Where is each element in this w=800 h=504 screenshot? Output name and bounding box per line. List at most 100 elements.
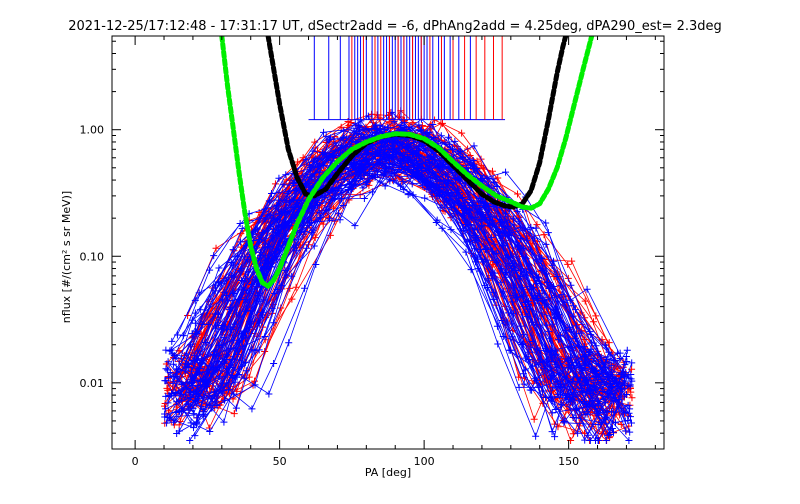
trace-plus-marker xyxy=(164,358,172,366)
trace-plus-marker xyxy=(508,298,516,306)
trace-plus-marker xyxy=(602,344,610,352)
trace-plus-marker xyxy=(382,142,390,150)
trace-plus-marker xyxy=(517,234,525,242)
trace-plus-marker xyxy=(230,320,238,328)
trace-plus-marker xyxy=(400,119,408,127)
trace-plus-marker xyxy=(279,181,287,189)
trace-plus-marker xyxy=(610,357,618,365)
pa-trace xyxy=(192,152,618,391)
trace-plus-marker xyxy=(451,137,459,145)
trace-plus-marker xyxy=(335,209,343,217)
y-tick-label: 0.10 xyxy=(80,250,105,263)
trace-plus-marker xyxy=(270,359,278,367)
trace-plus-marker xyxy=(381,154,389,162)
trace-plus-marker xyxy=(518,267,526,275)
trace-plus-marker xyxy=(566,398,574,406)
trace-plus-marker xyxy=(359,133,367,141)
trace-plus-marker xyxy=(554,297,562,305)
trace-plus-marker xyxy=(622,427,630,435)
trace-plus-marker xyxy=(505,346,513,354)
trace-plus-marker xyxy=(625,409,633,417)
trace-plus-marker xyxy=(481,282,489,290)
trace-plus-marker xyxy=(285,339,293,347)
trace-plus-marker xyxy=(312,260,320,268)
trace-plus-marker xyxy=(190,377,198,385)
trace-plus-marker xyxy=(574,429,582,437)
trace-plus-marker xyxy=(220,418,228,426)
trace-plus-marker xyxy=(235,338,243,346)
trace-plus-marker xyxy=(581,353,589,360)
trace-plus-marker xyxy=(255,209,263,217)
trace-plus-marker xyxy=(401,153,409,161)
trace-plus-marker xyxy=(277,304,285,312)
trace-plus-marker xyxy=(228,271,236,279)
trace-plus-marker xyxy=(238,362,246,370)
trace-plus-marker xyxy=(556,281,564,289)
trace-plus-marker xyxy=(234,351,242,359)
trace-plus-marker xyxy=(310,242,318,250)
trace-plus-marker xyxy=(489,269,497,277)
trace-plus-marker xyxy=(190,351,198,359)
trace-plus-marker xyxy=(390,177,398,185)
trace-plus-marker xyxy=(551,433,559,441)
x-tick-label: 50 xyxy=(273,455,287,468)
trace-plus-marker xyxy=(292,241,300,249)
trace-plus-marker xyxy=(489,261,497,269)
trace-plus-marker xyxy=(438,163,446,171)
trace-plus-marker xyxy=(208,404,216,412)
trace-plus-marker xyxy=(185,406,193,414)
trace-plus-marker xyxy=(612,375,620,383)
trace-plus-marker xyxy=(626,405,634,413)
trace-plus-marker xyxy=(470,225,478,233)
trace-plus-marker xyxy=(255,236,263,244)
trace-plus-marker xyxy=(248,405,256,413)
trace-plus-marker xyxy=(572,414,580,422)
trace-plus-marker xyxy=(212,324,220,332)
trace-plus-marker xyxy=(294,158,302,166)
trace-plus-marker xyxy=(628,359,636,367)
trace-plus-marker xyxy=(213,401,221,409)
trace-plus-marker xyxy=(418,122,426,130)
trace-plus-marker xyxy=(242,367,250,375)
trace-plus-marker xyxy=(233,373,241,381)
trace-plus-marker xyxy=(586,437,594,445)
trace-plus-marker xyxy=(441,201,449,209)
trace-plus-marker xyxy=(222,291,230,299)
trace-plus-marker xyxy=(356,124,364,132)
trace-plus-marker xyxy=(229,290,237,298)
trace-plus-marker xyxy=(301,284,309,292)
trace-plus-marker xyxy=(522,299,530,307)
trace-plus-marker xyxy=(515,383,523,391)
trace-plus-marker xyxy=(494,174,502,182)
trace-plus-marker xyxy=(509,215,517,223)
trace-plus-marker xyxy=(449,146,457,154)
trace-plus-marker xyxy=(352,127,360,135)
trace-plus-marker xyxy=(250,377,258,385)
trace-plus-marker xyxy=(612,419,620,427)
trace-plus-marker xyxy=(627,419,635,427)
trace-plus-marker xyxy=(514,190,522,198)
trace-plus-marker xyxy=(601,363,609,371)
trace-plus-marker xyxy=(163,419,171,427)
trace-plus-marker xyxy=(215,351,223,359)
trace-plus-marker xyxy=(359,184,367,192)
trace-plus-marker xyxy=(461,221,469,229)
trace-plus-marker xyxy=(542,219,550,227)
trace-plus-marker xyxy=(532,377,540,385)
pa-trace xyxy=(196,163,627,442)
trace-plus-marker xyxy=(375,146,383,154)
pa-trace xyxy=(177,127,604,374)
trace-plus-marker xyxy=(439,184,447,192)
trace-plus-marker xyxy=(502,168,510,176)
trace-plus-marker xyxy=(568,257,576,265)
trace-plus-marker xyxy=(230,410,238,418)
trace-plus-marker xyxy=(327,134,335,142)
trace-plus-marker xyxy=(183,362,191,370)
trace-plus-marker xyxy=(161,377,169,385)
trace-plus-marker xyxy=(188,316,196,324)
trace-plus-marker xyxy=(468,214,476,222)
trace-plus-marker xyxy=(470,161,478,169)
trace-plus-marker xyxy=(490,179,498,187)
trace-plus-marker xyxy=(628,377,636,385)
